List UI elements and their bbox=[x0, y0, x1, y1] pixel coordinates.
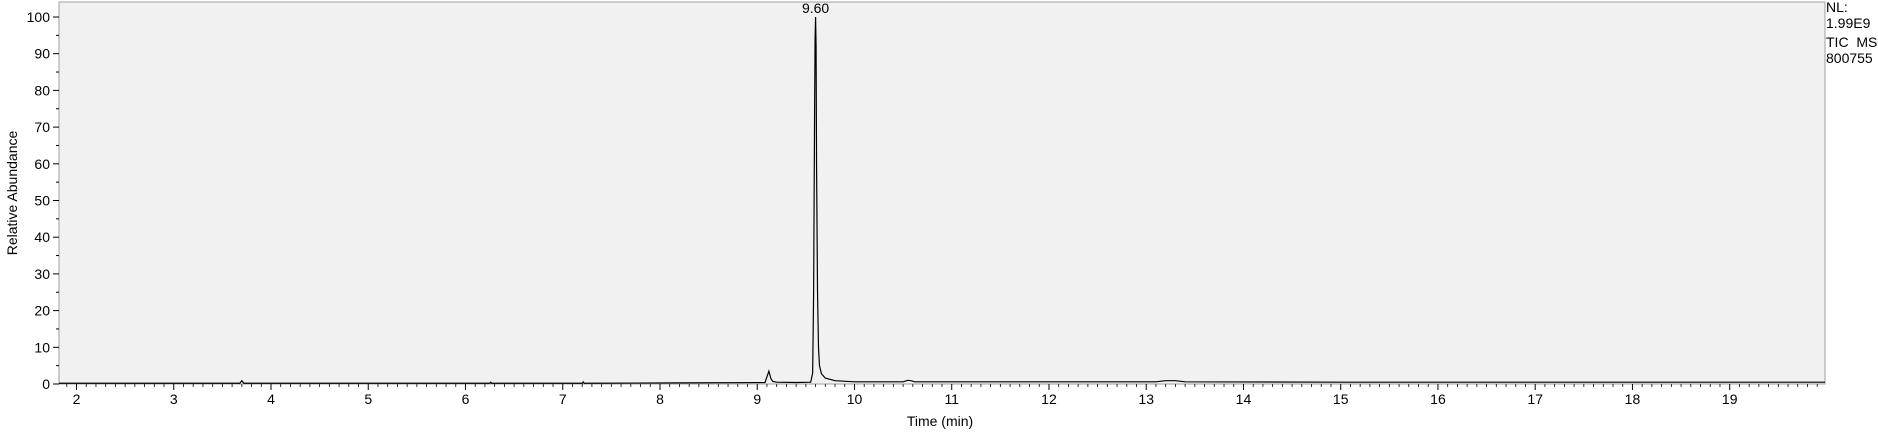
x-tick-label: 16 bbox=[1430, 391, 1446, 407]
y-tick-label: 20 bbox=[34, 303, 50, 319]
x-axis: 2 3 4 5 6 7 8 9 10 11 12 13 14 15 16 17 18 19 bbox=[66, 384, 1818, 407]
info-line-nl-label: NL: bbox=[1826, 0, 1848, 15]
peak-label: 9.60 bbox=[802, 0, 829, 16]
x-tick-label: 3 bbox=[170, 391, 178, 407]
info-block: NL: 1.99E9 TIC MS 800755 bbox=[1826, 0, 1877, 66]
y-tick-label: 90 bbox=[34, 46, 50, 62]
y-tick-label: 30 bbox=[34, 266, 50, 282]
x-tick-label: 15 bbox=[1333, 391, 1349, 407]
y-tick-label: 100 bbox=[27, 9, 51, 25]
peak-annotations: 9.60 bbox=[802, 0, 829, 16]
x-tick-label: 14 bbox=[1236, 391, 1252, 407]
x-tick-label: 17 bbox=[1527, 391, 1543, 407]
y-tick-label: 70 bbox=[34, 119, 50, 135]
info-line-file-id: 800755 bbox=[1826, 50, 1873, 66]
tic-trace-line bbox=[59, 16, 1825, 384]
x-tick-label: 10 bbox=[847, 391, 863, 407]
plot-area bbox=[58, 1, 1826, 385]
x-tick-label: 13 bbox=[1138, 391, 1154, 407]
y-tick-label: 80 bbox=[34, 82, 50, 98]
x-tick-label: 4 bbox=[267, 391, 275, 407]
y-tick-label: 40 bbox=[34, 229, 50, 245]
x-tick-label: 12 bbox=[1041, 391, 1057, 407]
x-tick-label: 2 bbox=[73, 391, 81, 407]
y-tick-label: 60 bbox=[34, 156, 50, 172]
y-tick-label: 0 bbox=[42, 376, 50, 392]
x-tick-label: 7 bbox=[559, 391, 567, 407]
x-tick-label: 8 bbox=[656, 391, 664, 407]
info-line-scan-type: TIC MS bbox=[1826, 34, 1877, 50]
x-tick-label: 9 bbox=[753, 391, 761, 407]
x-tick-label: 19 bbox=[1722, 391, 1738, 407]
x-tick-label: 11 bbox=[944, 391, 959, 407]
x-tick-label: 6 bbox=[462, 391, 470, 407]
x-axis-title: Time (min) bbox=[907, 413, 973, 429]
info-line-nl-value: 1.99E9 bbox=[1826, 15, 1871, 31]
y-tick-label: 10 bbox=[34, 339, 50, 355]
y-axis: 0 10 20 30 40 50 60 70 80 90 100 bbox=[27, 9, 59, 392]
y-tick-label: 50 bbox=[34, 193, 50, 209]
y-axis-title: Relative Abundance bbox=[4, 131, 20, 256]
x-tick-label: 18 bbox=[1625, 391, 1641, 407]
x-tick-label: 5 bbox=[364, 391, 372, 407]
